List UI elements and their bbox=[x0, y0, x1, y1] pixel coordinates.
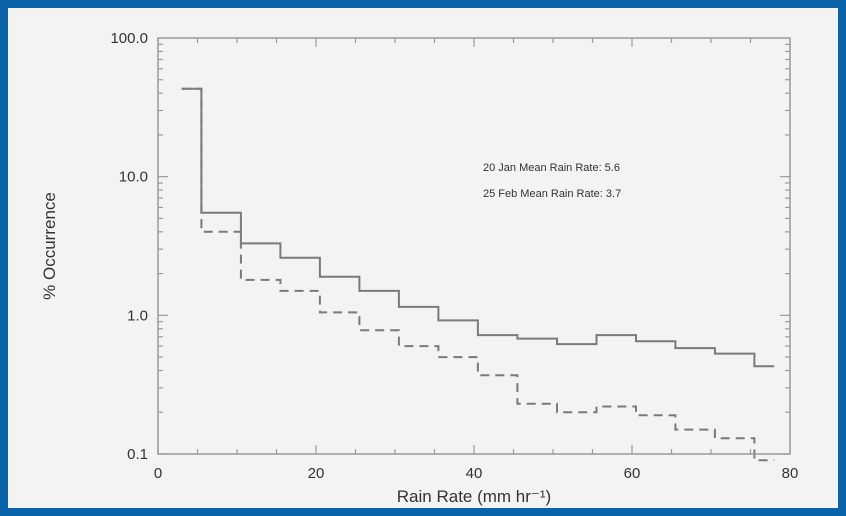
x-tick-label: 40 bbox=[466, 465, 483, 482]
x-tick-label: 60 bbox=[624, 465, 641, 482]
y-tick-label: 1.0 bbox=[127, 307, 148, 324]
chart-frame: 0 20 40 60 80 0.1 1.0 10.0 100.0 Rain Rate (mm hr… bbox=[8, 8, 838, 508]
legend-entry: 25 Feb Mean Rain Rate: 3.7 bbox=[483, 188, 621, 200]
plot-area-border bbox=[157, 37, 791, 455]
x-axis-title: Rain Rate (mm hr⁻¹) bbox=[397, 487, 551, 506]
y-tick-label: 10.0 bbox=[119, 169, 148, 186]
y-tick-label: 0.1 bbox=[127, 446, 148, 463]
x-tick-label: 80 bbox=[782, 465, 799, 482]
legend-entry: 20 Jan Mean Rain Rate: 5.6 bbox=[483, 162, 620, 174]
series-line-jan bbox=[181, 87, 775, 368]
y-axis-title: % Occurrence bbox=[40, 192, 59, 300]
x-tick-label: 0 bbox=[154, 465, 162, 482]
series-line-feb bbox=[181, 87, 775, 462]
x-tick-label: 20 bbox=[308, 465, 325, 482]
y-tick-label: 100.0 bbox=[110, 30, 148, 47]
rain-rate-chart: 0 20 40 60 80 0.1 1.0 10.0 100.0 Rain Rate (mm hr… bbox=[40, 30, 799, 506]
